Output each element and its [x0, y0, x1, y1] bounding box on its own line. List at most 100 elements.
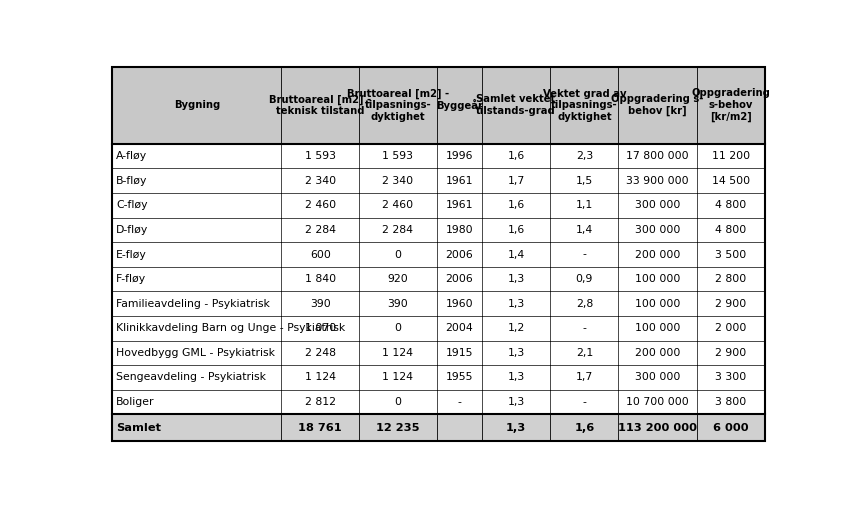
Bar — [437, 193, 482, 218]
Bar — [697, 415, 765, 441]
Bar — [112, 168, 282, 193]
Text: Oppgradering s-
behov [kr]: Oppgradering s- behov [kr] — [611, 94, 704, 116]
Bar — [550, 242, 619, 267]
Text: Klinikkavdeling Barn og Unge - Psykiatrisk: Klinikkavdeling Barn og Unge - Psykiatri… — [116, 323, 346, 333]
Bar — [282, 168, 359, 193]
Text: 17 800 000: 17 800 000 — [627, 151, 689, 161]
Bar — [482, 168, 550, 193]
Text: 1,3: 1,3 — [508, 372, 525, 383]
Text: 1,7: 1,7 — [508, 176, 525, 186]
Text: 3 300: 3 300 — [716, 372, 746, 383]
Text: 1,6: 1,6 — [508, 151, 525, 161]
Text: 2 340: 2 340 — [305, 176, 336, 186]
Text: 1,7: 1,7 — [576, 372, 593, 383]
Text: 200 000: 200 000 — [635, 250, 681, 260]
Bar — [619, 365, 697, 390]
Bar — [619, 66, 697, 144]
Text: 2 284: 2 284 — [383, 225, 413, 235]
Bar — [697, 242, 765, 267]
Text: 300 000: 300 000 — [635, 200, 681, 210]
Text: 0,9: 0,9 — [575, 274, 593, 284]
Text: 2 284: 2 284 — [305, 225, 336, 235]
Bar — [282, 365, 359, 390]
Text: 113 200 000: 113 200 000 — [618, 423, 697, 433]
Text: 2 460: 2 460 — [305, 200, 336, 210]
Bar — [482, 340, 550, 365]
Bar — [359, 415, 437, 441]
Text: 1980: 1980 — [445, 225, 473, 235]
Text: 2 812: 2 812 — [305, 397, 336, 407]
Text: Byggeår: Byggeår — [436, 99, 483, 111]
Bar — [437, 316, 482, 340]
Bar — [282, 193, 359, 218]
Bar — [619, 242, 697, 267]
Text: 12 235: 12 235 — [376, 423, 419, 433]
Bar — [359, 340, 437, 365]
Text: 1 124: 1 124 — [383, 372, 413, 383]
Bar — [550, 390, 619, 415]
Text: Boliger: Boliger — [116, 397, 155, 407]
Text: 3 500: 3 500 — [716, 250, 746, 260]
Text: 1,1: 1,1 — [576, 200, 593, 210]
Text: Familieavdeling - Psykiatrisk: Familieavdeling - Psykiatrisk — [116, 299, 270, 308]
Text: 10 700 000: 10 700 000 — [627, 397, 689, 407]
Text: 1 840: 1 840 — [305, 274, 336, 284]
Text: 600: 600 — [310, 250, 330, 260]
Bar — [697, 144, 765, 168]
Text: A-fløy: A-fløy — [116, 151, 147, 161]
Text: 2006: 2006 — [445, 250, 473, 260]
Bar — [359, 66, 437, 144]
Bar — [550, 193, 619, 218]
Text: 100 000: 100 000 — [635, 323, 681, 333]
Bar — [359, 218, 437, 242]
Text: 1,6: 1,6 — [508, 200, 525, 210]
Bar — [437, 66, 482, 144]
Text: Vektet grad av
tilpasnings-
dyktighet: Vektet grad av tilpasnings- dyktighet — [543, 89, 626, 122]
Text: 2 800: 2 800 — [716, 274, 746, 284]
Bar — [697, 390, 765, 415]
Bar — [437, 168, 482, 193]
Text: 2,3: 2,3 — [576, 151, 593, 161]
Bar — [112, 415, 282, 441]
Bar — [619, 316, 697, 340]
Bar — [112, 242, 282, 267]
Text: 0: 0 — [395, 323, 401, 333]
Text: B-fløy: B-fløy — [116, 176, 148, 186]
Bar — [619, 390, 697, 415]
Bar — [550, 218, 619, 242]
Bar — [482, 365, 550, 390]
Bar — [112, 218, 282, 242]
Text: Hovedbygg GML - Psykiatrisk: Hovedbygg GML - Psykiatrisk — [116, 348, 276, 358]
Text: 2006: 2006 — [445, 274, 473, 284]
Bar — [482, 415, 550, 441]
Bar — [359, 365, 437, 390]
Bar — [697, 168, 765, 193]
Bar — [619, 168, 697, 193]
Text: 0: 0 — [395, 250, 401, 260]
Text: 1961: 1961 — [445, 176, 473, 186]
Bar — [550, 415, 619, 441]
Text: 1955: 1955 — [445, 372, 473, 383]
Text: 390: 390 — [310, 299, 330, 308]
Bar — [619, 193, 697, 218]
Bar — [282, 66, 359, 144]
Text: 3 800: 3 800 — [716, 397, 746, 407]
Bar — [697, 193, 765, 218]
Bar — [437, 340, 482, 365]
Text: 300 000: 300 000 — [635, 225, 681, 235]
Text: 1 124: 1 124 — [305, 372, 336, 383]
Text: 1,6: 1,6 — [574, 423, 594, 433]
Bar — [282, 291, 359, 316]
Text: 4 800: 4 800 — [716, 225, 746, 235]
Text: 1915: 1915 — [445, 348, 473, 358]
Bar — [619, 144, 697, 168]
Text: Samlet: Samlet — [116, 423, 161, 433]
Bar — [437, 267, 482, 291]
Bar — [282, 267, 359, 291]
Text: 1,3: 1,3 — [508, 397, 525, 407]
Text: 1 124: 1 124 — [383, 348, 413, 358]
Bar — [550, 267, 619, 291]
Bar — [359, 316, 437, 340]
Bar — [112, 291, 282, 316]
Text: 1,3: 1,3 — [508, 299, 525, 308]
